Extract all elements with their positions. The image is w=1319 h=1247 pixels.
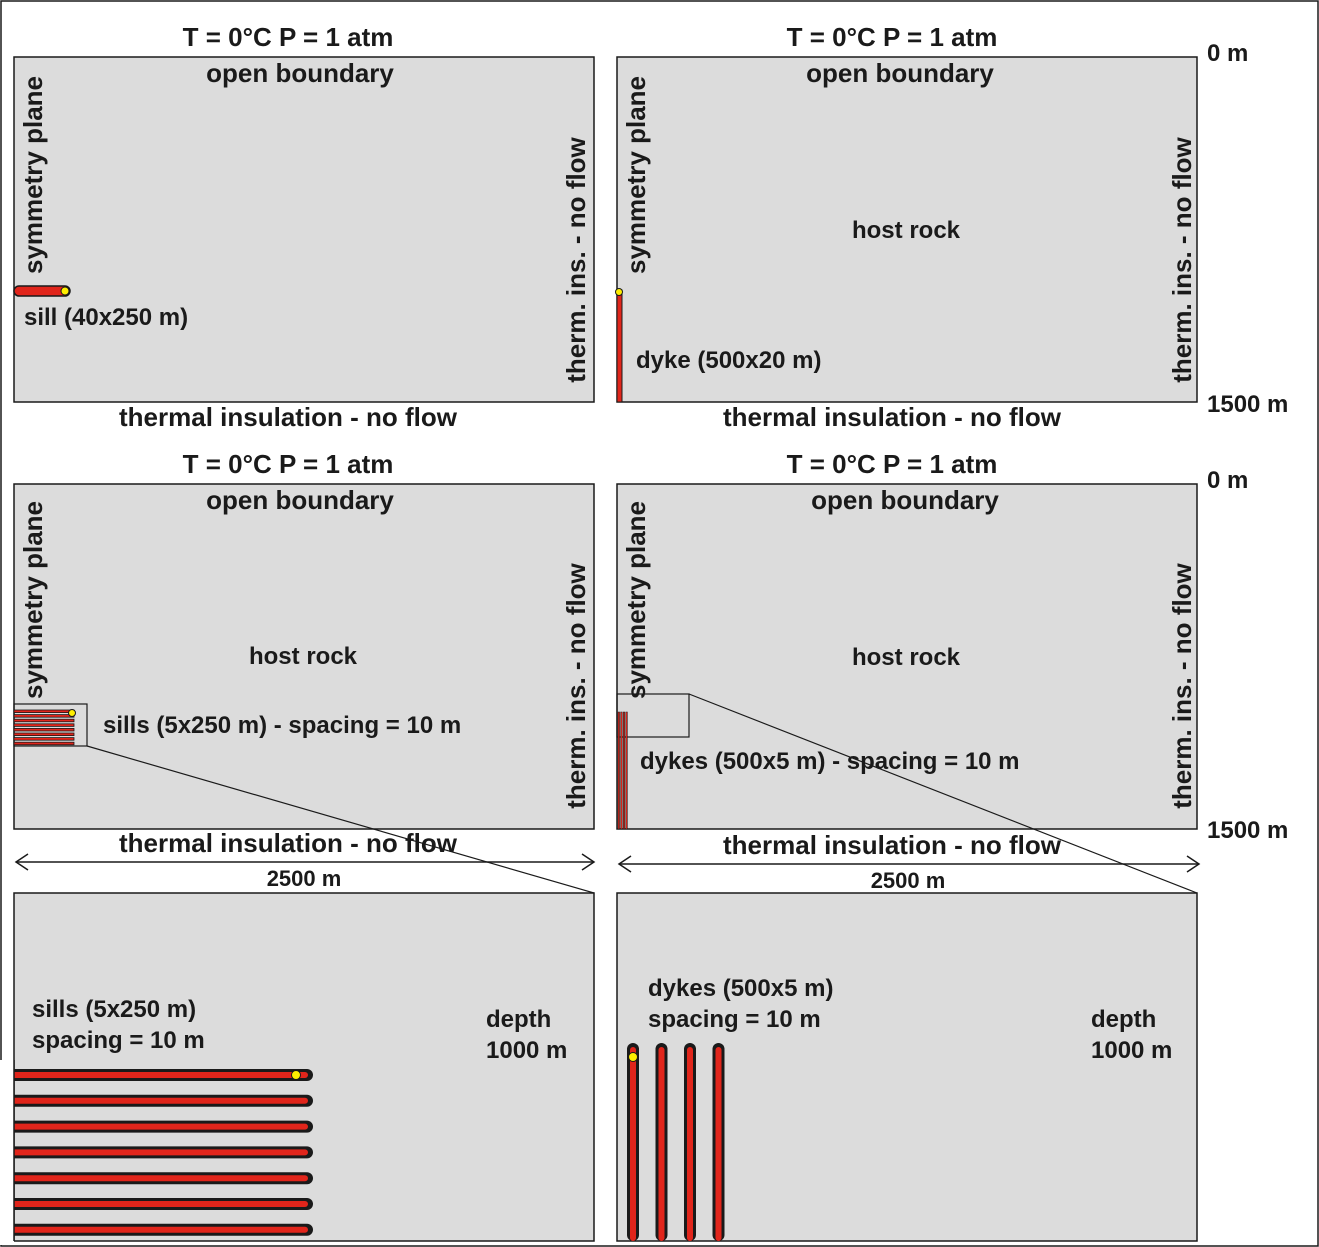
dykes-zoom-box	[616, 693, 690, 738]
mini-dyke	[617, 711, 620, 830]
panel-sills-left-boundary: symmetry plane	[18, 501, 48, 699]
dyke-point-marker	[615, 288, 623, 296]
mini-sill	[13, 723, 75, 727]
mini-sill	[13, 732, 75, 736]
mini-sill	[13, 728, 75, 732]
zoom-dyke	[658, 1047, 665, 1241]
dyke-intrusion	[616, 289, 623, 403]
sill-intrusion-label: sill (40x250 m)	[24, 304, 188, 331]
mini-dyke	[620, 711, 623, 830]
zoom-sills-domain	[13, 892, 595, 1242]
depth-scale-bottom-1: 1500 m	[1207, 391, 1288, 418]
zoom-sills-label-line2: spacing = 10 m	[32, 1027, 205, 1054]
dykes-width-arrowhead-right	[1186, 855, 1201, 873]
mini-sill	[13, 737, 75, 741]
mini-sills-point-marker	[68, 709, 76, 717]
zoom-sill	[8, 1097, 308, 1104]
depth-scale-top-2: 0 m	[1207, 467, 1248, 494]
panel-dyke-domain	[616, 56, 1198, 403]
depth-scale-top-1: 0 m	[1207, 40, 1248, 67]
panel-sills-right-boundary: therm. ins. - no flow	[561, 562, 591, 808]
mini-sill	[13, 741, 75, 746]
panel-sills-top-boundary: open boundary	[206, 485, 394, 515]
sills-width-arrowhead-right	[581, 853, 596, 871]
panel-sills-top-label: T = 0°C P = 1 atm	[183, 449, 394, 479]
mini-sill	[13, 718, 75, 723]
panel-dyke-bottom-boundary: thermal insulation - no flow	[723, 402, 1062, 432]
panel-dyke-left-boundary: symmetry plane	[621, 76, 651, 274]
zoom-sills-depth-line1: depth	[486, 1006, 551, 1033]
zoom-dykes-depth-line2: 1000 m	[1091, 1037, 1172, 1064]
dykes-width-label: 2500 m	[871, 868, 946, 893]
panel-sills-intrusion-label: sills (5x250 m) - spacing = 10 m	[103, 712, 461, 739]
panel-dyke-top-label: T = 0°C P = 1 atm	[787, 22, 998, 52]
zoom-dykes-label-line2: spacing = 10 m	[648, 1006, 821, 1033]
panel-dykes-right-boundary: therm. ins. - no flow	[1167, 562, 1197, 808]
panel-dykes-left-boundary: symmetry plane	[621, 501, 651, 699]
zoom-sills-label-line1: sills (5x250 m)	[32, 996, 196, 1023]
zoom-dyke	[630, 1047, 636, 1241]
depth-scale-bottom-2: 1500 m	[1207, 817, 1288, 844]
panel-sills-domain	[13, 483, 595, 830]
zoom-sill	[8, 1149, 308, 1156]
panel-sill-left-boundary: symmetry plane	[18, 76, 48, 274]
zoom-sills-depth-line2: 1000 m	[486, 1037, 567, 1064]
zoom-dykes-group	[627, 1043, 725, 1241]
zoom-sills-edge-mask	[0, 1060, 14, 1245]
mini-dyke	[622, 711, 626, 830]
zoom-dykes-panel: dykes (500x5 m) spacing = 10 m depth 100…	[616, 693, 1198, 1242]
zoom-sill	[8, 1201, 308, 1207]
zoom-sills-leader-line	[86, 745, 595, 894]
panel-dykes-host-label: host rock	[852, 644, 961, 671]
zoom-sill	[8, 1072, 308, 1078]
panel-sill-bottom-boundary: thermal insulation - no flow	[119, 402, 458, 432]
mini-sills-group	[13, 709, 75, 746]
zoom-dykes-depth-line1: depth	[1091, 1006, 1156, 1033]
sill-intrusion	[13, 285, 71, 297]
mini-sill	[13, 714, 75, 718]
panel-dykes-top-boundary: open boundary	[811, 485, 999, 515]
panel-dykes-top-label: T = 0°C P = 1 atm	[787, 449, 998, 479]
panel-dyke-top-boundary: open boundary	[806, 58, 994, 88]
zoom-dykes-label-line1: dykes (500x5 m)	[648, 975, 833, 1002]
zoom-sill	[8, 1226, 308, 1233]
zoom-dykes-point-marker	[628, 1052, 638, 1062]
panel-sills-host-label: host rock	[249, 643, 358, 670]
zoom-sills-group	[0, 1060, 313, 1245]
zoom-sill	[8, 1123, 308, 1130]
panel-dyke-right-boundary: therm. ins. - no flow	[1167, 136, 1197, 382]
sills-width-arrowhead-left	[14, 853, 29, 871]
zoom-dykes-domain	[616, 892, 1198, 1242]
sills-width-label: 2500 m	[267, 866, 342, 891]
panel-sills-bottom-boundary: thermal insulation - no flow	[119, 828, 458, 858]
zoom-sill	[8, 1175, 308, 1182]
dykes-width-arrowhead-left	[617, 855, 632, 873]
panel-dyke-host-label: host rock	[852, 217, 961, 244]
sill-point-marker	[60, 286, 70, 296]
mini-dykes-group	[617, 711, 628, 830]
panel-sills: T = 0°C P = 1 atm open boundary symmetry…	[13, 449, 596, 891]
panel-sill: T = 0°C P = 1 atm open boundary symmetry…	[13, 22, 595, 432]
panel-sill-domain	[13, 56, 595, 403]
zoom-dyke	[687, 1047, 693, 1241]
dyke-intrusion-label: dyke (500x20 m)	[636, 347, 821, 374]
zoom-dykes-leader-line	[688, 693, 1198, 894]
zoom-dyke	[715, 1047, 722, 1241]
panel-dykes-bottom-boundary: thermal insulation - no flow	[723, 830, 1062, 860]
panel-dykes-domain	[616, 483, 1198, 830]
mini-dyke	[625, 711, 628, 830]
panel-sill-right-boundary: therm. ins. - no flow	[561, 136, 591, 382]
zoom-sills-point-marker	[291, 1070, 301, 1080]
panel-dykes: T = 0°C P = 1 atm open boundary symmetry…	[616, 449, 1201, 893]
zoom-sills-panel: sills (5x250 m) spacing = 10 m depth 100…	[0, 745, 595, 1245]
panel-sill-top-label: T = 0°C P = 1 atm	[183, 22, 394, 52]
panel-dykes-intrusion-label: dykes (500x5 m) - spacing = 10 m	[640, 748, 1020, 775]
mini-sill	[13, 709, 75, 713]
panel-dyke: T = 0°C P = 1 atm open boundary symmetry…	[615, 22, 1198, 432]
panel-sill-top-boundary: open boundary	[206, 58, 394, 88]
